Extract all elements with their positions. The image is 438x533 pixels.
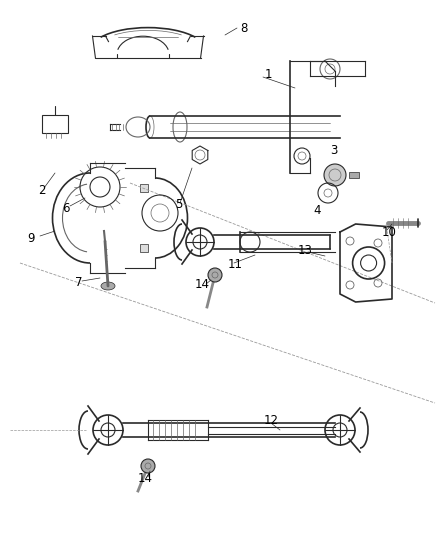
Text: 4: 4: [313, 204, 321, 216]
Circle shape: [208, 268, 222, 282]
Text: 5: 5: [175, 198, 182, 212]
Text: 3: 3: [330, 143, 337, 157]
Text: 9: 9: [27, 231, 35, 245]
Text: 6: 6: [62, 201, 70, 214]
Circle shape: [324, 164, 346, 186]
Bar: [349, 172, 359, 178]
Text: 14: 14: [195, 279, 210, 292]
Bar: [140, 184, 148, 192]
Text: 11: 11: [228, 259, 243, 271]
Text: 13: 13: [298, 244, 313, 256]
Text: 14: 14: [138, 472, 153, 484]
Bar: [140, 244, 148, 252]
Text: 10: 10: [382, 227, 397, 239]
Text: 7: 7: [75, 277, 82, 289]
Text: 8: 8: [240, 21, 247, 35]
Text: 1: 1: [265, 69, 272, 82]
Text: 12: 12: [264, 415, 279, 427]
Ellipse shape: [101, 282, 115, 290]
Circle shape: [141, 459, 155, 473]
Bar: [42, 115, 68, 133]
Text: 2: 2: [38, 183, 46, 197]
